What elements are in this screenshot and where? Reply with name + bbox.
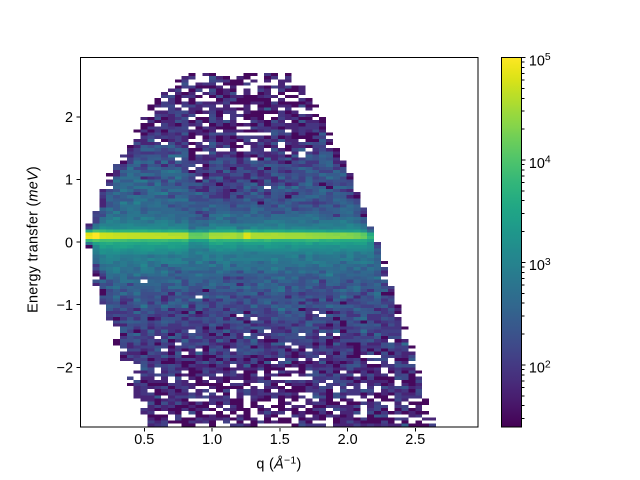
svg-text:0.5: 0.5 [134, 432, 154, 448]
svg-text:2: 2 [65, 110, 73, 126]
svg-text:1: 1 [65, 173, 73, 189]
svg-text:−1: −1 [57, 298, 73, 314]
svg-text:2.0: 2.0 [338, 432, 358, 448]
svg-text:0: 0 [65, 235, 73, 251]
svg-text:Energy transfer (meV): Energy transfer (meV) [26, 166, 42, 313]
svg-text:1.0: 1.0 [202, 432, 222, 448]
svg-text:1.5: 1.5 [270, 432, 290, 448]
svg-text:−2: −2 [57, 361, 73, 377]
svg-text:2.5: 2.5 [405, 432, 425, 448]
